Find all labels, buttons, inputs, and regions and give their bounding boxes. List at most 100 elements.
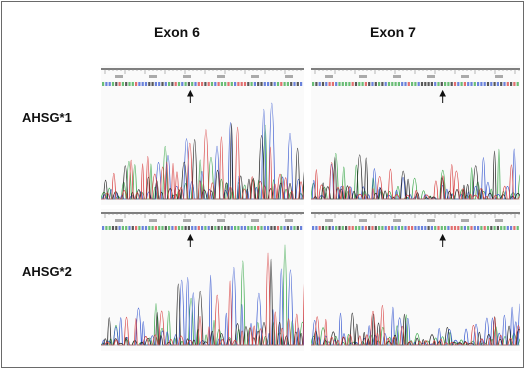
- position-mark: [183, 75, 191, 78]
- position-mark: [495, 219, 503, 222]
- base-call-mark: [151, 82, 154, 86]
- base-call-mark: [194, 82, 197, 86]
- base-call-mark: [253, 226, 256, 230]
- base-call-mark: [460, 226, 463, 230]
- base-call-mark: [470, 226, 473, 230]
- base-call-mark: [500, 226, 503, 230]
- base-call-mark: [483, 82, 486, 86]
- base-call-mark: [496, 226, 499, 230]
- position-mark: [427, 219, 435, 222]
- base-call-mark: [510, 226, 513, 230]
- base-call-mark: [210, 82, 214, 86]
- base-call-mark: [358, 226, 361, 230]
- row-label-ahsg-2: AHSG*2: [22, 264, 72, 279]
- base-call-mark: [138, 82, 141, 86]
- base-call-mark: [154, 226, 157, 230]
- base-call-mark: [214, 226, 217, 230]
- base-call-mark: [364, 226, 367, 230]
- base-call-mark: [411, 226, 414, 230]
- base-call-mark: [296, 82, 299, 86]
- base-call-mark: [457, 82, 460, 86]
- base-call-mark: [341, 226, 344, 230]
- row-label-ahsg-1: AHSG*1: [22, 110, 72, 125]
- base-call-mark: [270, 82, 273, 86]
- base-call-mark: [387, 82, 391, 86]
- base-call-mark: [125, 226, 128, 230]
- base-call-mark: [174, 226, 177, 230]
- base-call-mark: [131, 226, 134, 230]
- base-call-mark: [430, 82, 433, 86]
- base-call-mark: [503, 82, 506, 86]
- base-call-mark: [230, 226, 233, 230]
- position-mark: [115, 75, 123, 78]
- base-call-mark: [121, 82, 124, 86]
- base-call-mark: [121, 226, 124, 230]
- base-call-mark: [368, 82, 371, 86]
- base-call-mark: [384, 226, 387, 230]
- position-mark: [217, 219, 225, 222]
- base-call-mark: [331, 226, 334, 230]
- chromatogram-ahsg1-exon7: [311, 65, 520, 205]
- base-call-mark: [161, 226, 164, 230]
- chromatogram-ahsg2-exon6: [101, 209, 304, 351]
- position-mark: [359, 219, 367, 222]
- base-call-mark: [168, 82, 171, 86]
- base-call-mark: [144, 226, 148, 230]
- base-call-mark: [135, 82, 138, 86]
- base-call-mark: [187, 226, 190, 230]
- base-call-mark: [331, 82, 334, 86]
- base-call-mark: [381, 82, 384, 86]
- base-call-mark: [276, 226, 280, 230]
- base-call-mark: [516, 226, 519, 230]
- base-call-mark: [210, 226, 214, 230]
- base-call-mark: [424, 82, 427, 86]
- base-call-mark: [414, 226, 417, 230]
- base-call-mark: [371, 82, 374, 86]
- base-call-mark: [453, 226, 457, 230]
- trace-g: [101, 258, 303, 346]
- base-call-mark: [184, 82, 187, 86]
- base-call-mark: [335, 82, 338, 86]
- base-call-mark: [267, 82, 270, 86]
- base-call-mark: [378, 226, 381, 230]
- base-call-mark: [424, 226, 427, 230]
- base-call-mark: [220, 226, 223, 230]
- base-call-mark: [417, 82, 420, 86]
- base-call-mark: [204, 226, 207, 230]
- base-call-mark: [321, 226, 325, 230]
- base-call-mark: [444, 82, 447, 86]
- base-call-mark: [280, 226, 283, 230]
- base-call-mark: [257, 226, 260, 230]
- base-call-mark: [102, 82, 105, 86]
- base-call-mark: [111, 82, 115, 86]
- base-call-mark: [387, 226, 391, 230]
- base-call-mark: [506, 226, 509, 230]
- base-call-mark: [364, 82, 367, 86]
- base-call-mark: [434, 82, 437, 86]
- base-call-mark: [290, 82, 293, 86]
- base-call-mark: [280, 82, 283, 86]
- base-call-mark: [197, 226, 200, 230]
- base-call-mark: [250, 82, 253, 86]
- base-call-mark: [414, 82, 417, 86]
- base-call-mark: [404, 82, 407, 86]
- base-call-mark: [290, 226, 293, 230]
- base-call-mark: [345, 226, 348, 230]
- base-call-mark: [197, 82, 200, 86]
- base-call-mark: [247, 226, 250, 230]
- base-call-mark: [368, 226, 371, 230]
- base-call-mark: [293, 82, 296, 86]
- base-call-mark: [234, 82, 237, 86]
- base-call-mark: [315, 226, 318, 230]
- chromatogram-svg: [101, 68, 304, 200]
- base-call-mark: [273, 226, 276, 230]
- base-call-mark: [348, 226, 351, 230]
- base-call-mark: [447, 226, 450, 230]
- base-call-mark: [394, 82, 397, 86]
- base-call-mark: [115, 82, 118, 86]
- base-call-mark: [260, 226, 263, 230]
- base-call-mark: [151, 226, 154, 230]
- base-call-mark: [407, 82, 410, 86]
- base-call-mark: [243, 226, 247, 230]
- base-call-mark: [397, 82, 400, 86]
